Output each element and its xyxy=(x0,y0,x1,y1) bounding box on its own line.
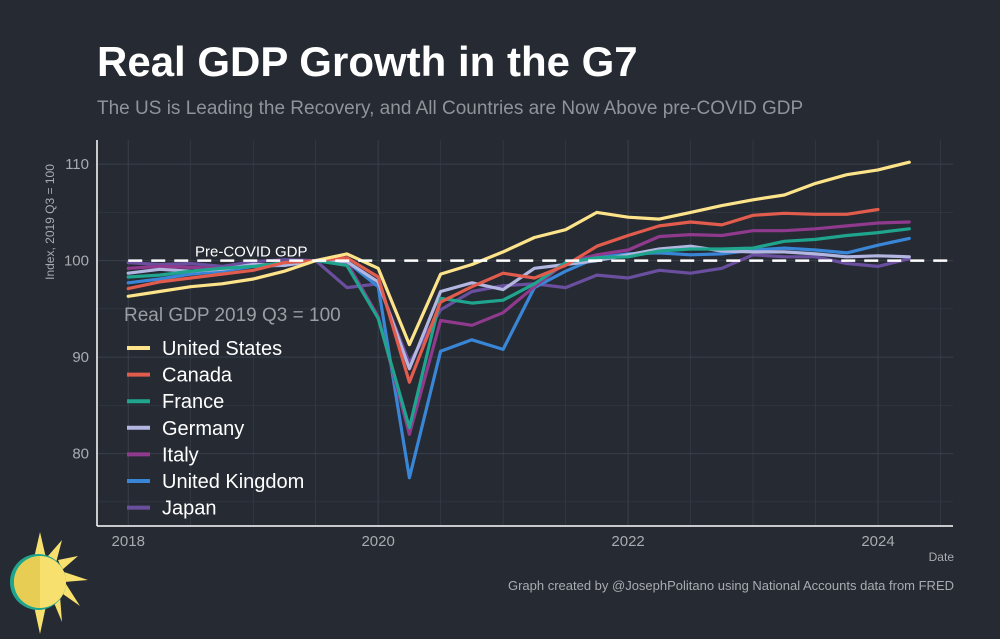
legend-entry: Italy xyxy=(162,444,199,466)
chart-title: Real GDP Growth in the G7 xyxy=(97,38,638,85)
series-line xyxy=(126,207,880,384)
series-line xyxy=(126,253,911,365)
y-tick-label: 90 xyxy=(72,349,89,366)
chart-subtitle: The US is Leading the Recovery, and All … xyxy=(97,98,804,119)
x-tick-label: 2024 xyxy=(861,533,894,550)
y-tick-label: 100 xyxy=(64,253,89,270)
legend: Real GDP 2019 Q3 = 100 United States Canad… xyxy=(124,305,341,520)
y-axis-label: Index, 2019 Q3 = 100 xyxy=(43,164,57,280)
series-line xyxy=(126,227,911,430)
axes xyxy=(96,140,953,527)
tick-labels: 2018 2020 2022 2024 80 90 100 110 xyxy=(64,156,895,550)
x-tick-label: 2020 xyxy=(361,533,394,550)
source-caption: Graph created by @JosephPolitano using N… xyxy=(507,578,954,593)
series-lines xyxy=(126,160,911,480)
y-tick-label: 80 xyxy=(72,446,89,463)
legend-entry: United Kingdom xyxy=(162,471,304,493)
grid-lines xyxy=(97,140,953,526)
series-line xyxy=(126,160,911,347)
legend-entry: Japan xyxy=(162,498,217,520)
legend-entry: Canada xyxy=(162,365,233,387)
x-axis-label: Date xyxy=(928,550,954,564)
legend-entry: Germany xyxy=(162,418,244,440)
reference-line-label: Pre-COVID GDP xyxy=(195,244,308,261)
y-tick-label: 110 xyxy=(65,156,89,173)
legend-entry: France xyxy=(162,391,224,413)
legend-entry: United States xyxy=(162,338,282,360)
sun-logo-icon xyxy=(10,532,88,634)
x-tick-label: 2022 xyxy=(611,533,644,550)
pre-covid-reference: Pre-COVID GDP xyxy=(128,244,953,262)
legend-title: Real GDP 2019 Q3 = 100 xyxy=(124,305,341,326)
x-tick-label: 2018 xyxy=(112,533,145,550)
